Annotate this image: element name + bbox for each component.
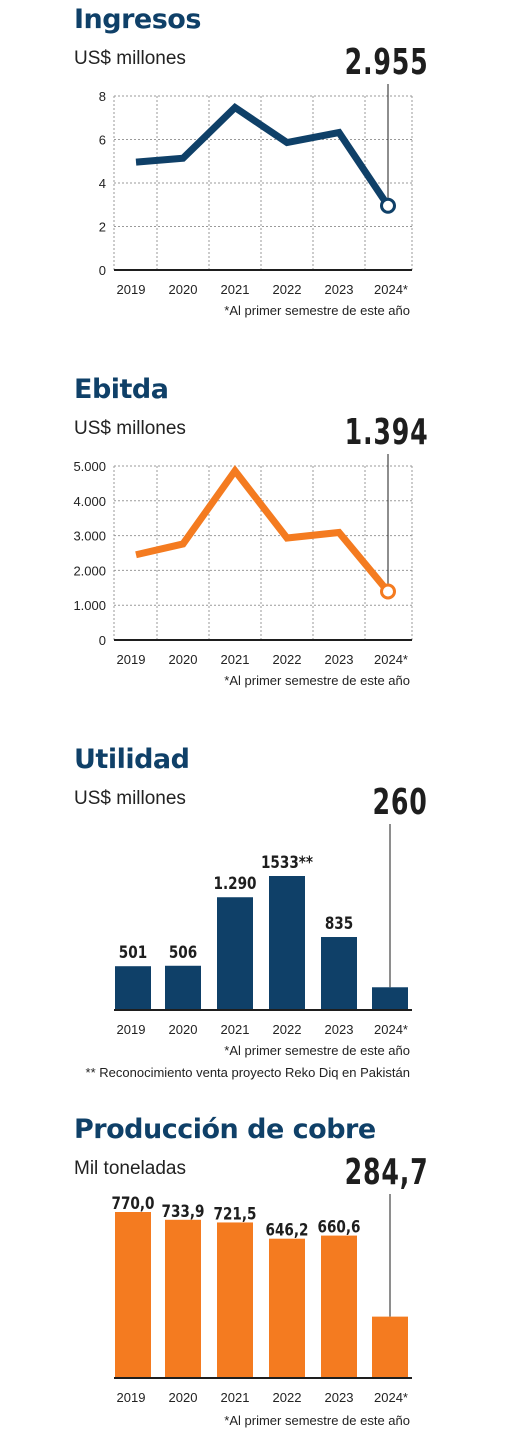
y-tick-label: 4 [99, 176, 106, 191]
bar [217, 1222, 253, 1378]
chart-title: Ingresos [74, 4, 201, 35]
bar [269, 876, 305, 1010]
series-line [135, 465, 391, 594]
x-tick-label: 2019 [117, 1022, 146, 1037]
x-tick-label: 2023 [325, 1390, 354, 1405]
x-tick-label: 2021 [221, 652, 250, 667]
bar [372, 987, 408, 1010]
bar [115, 966, 151, 1010]
y-tick-label: 2.000 [73, 563, 106, 578]
highlight-value: 284,7 [344, 1152, 428, 1193]
data-label: 1533** [261, 853, 313, 873]
x-tick-label: 2023 [325, 1022, 354, 1037]
bar [269, 1238, 305, 1378]
footnote: *Al primer semestre de este año [224, 1413, 410, 1428]
footnote: *Al primer semestre de este año [224, 1043, 410, 1058]
data-label: 835 [325, 914, 353, 934]
ebitda-line-chart: 0 1.000 2.000 3.000 4.000 5.000 2019 2020 2021 20… [73, 454, 413, 667]
data-label: 733,9 [162, 1201, 205, 1221]
x-tick-label: 2020 [169, 282, 198, 297]
y-tick-label: 3.000 [73, 529, 106, 544]
x-tick-label: 2022 [273, 652, 302, 667]
x-tick-label: 2020 [169, 652, 198, 667]
x-tick-label: 2020 [169, 1390, 198, 1405]
highlight-value: 260 [372, 782, 428, 823]
bar [372, 1316, 408, 1378]
x-tick-label: 2021 [221, 1390, 250, 1405]
x-tick-label: 2019 [117, 1390, 146, 1405]
y-tick-label: 1.000 [73, 598, 106, 613]
data-label: 660,6 [318, 1217, 361, 1237]
ebitda-panel: Ebitda US$ millones 1.394 0 1.000 2.000 3.0… [0, 374, 518, 704]
x-tick-label: 2023 [325, 282, 354, 297]
bar [115, 1212, 151, 1378]
ingresos-line-chart: 0 2 4 6 8 2019 2020 2021 2022 2023 2024* [99, 84, 413, 297]
y-tick-label: 4.000 [73, 494, 106, 509]
ingresos-panel: Ingresos US$ millones 2.955 0 2 4 6 8 2019 202… [0, 4, 518, 334]
x-tick-label: 2019 [117, 652, 146, 667]
y-tick-label: 0 [99, 633, 106, 648]
x-tick-label: 2024* [374, 652, 408, 667]
produccion-bar-chart: 770,0 733,9 721,5 646,2 660,6 2019 2020 2021 202… [112, 1194, 412, 1405]
bar [217, 897, 253, 1010]
chart-title: Ebitda [74, 374, 169, 405]
chart-unit: US$ millones [74, 788, 186, 809]
bar [165, 965, 201, 1010]
x-tick-label: 2022 [273, 1022, 302, 1037]
series-line [135, 103, 391, 208]
x-tick-label: 2022 [273, 1390, 302, 1405]
chart-unit: US$ millones [74, 48, 186, 69]
data-point-marker [380, 197, 396, 214]
x-tick-label: 2021 [221, 282, 250, 297]
y-tick-label: 8 [99, 89, 106, 104]
highlight-value: 1.394 [344, 412, 428, 453]
x-tick-label: 2024* [374, 282, 408, 297]
chart-unit: Mil toneladas [74, 1158, 186, 1179]
y-tick-label: 6 [99, 133, 106, 148]
x-tick-label: 2019 [117, 282, 146, 297]
footnote: *Al primer semestre de este año [224, 303, 410, 318]
x-tick-label: 2021 [221, 1022, 250, 1037]
data-label: 1.290 [214, 874, 257, 894]
chart-title: Utilidad [74, 744, 190, 775]
chart-unit: US$ millones [74, 418, 186, 439]
bar [165, 1219, 201, 1378]
y-tick-label: 2 [99, 220, 106, 235]
x-tick-label: 2022 [273, 282, 302, 297]
x-tick-label: 2024* [374, 1390, 408, 1405]
data-label: 501 [119, 943, 147, 963]
highlight-value: 2.955 [344, 42, 428, 83]
produccion-panel: Producción de cobre Mil toneladas 284,7 … [0, 1114, 518, 1440]
bar [321, 1235, 357, 1378]
chart-title: Producción de cobre [74, 1114, 376, 1145]
data-label: 721,5 [214, 1204, 257, 1224]
footnote: *Al primer semestre de este año [224, 673, 410, 688]
data-label: 646,2 [266, 1220, 309, 1240]
y-tick-label: 5.000 [73, 459, 106, 474]
x-tick-label: 2020 [169, 1022, 198, 1037]
bar [321, 937, 357, 1010]
y-tick-label: 0 [99, 263, 106, 278]
utilidad-panel: Utilidad US$ millones 260 501 506 1.290 153… [0, 744, 518, 1094]
footnote-2: ** Reconocimiento venta proyecto Reko Di… [85, 1065, 410, 1080]
data-label: 506 [169, 942, 197, 962]
x-tick-label: 2023 [325, 652, 354, 667]
data-label: 770,0 [112, 1194, 155, 1214]
data-point-marker [380, 583, 396, 600]
x-tick-label: 2024* [374, 1022, 408, 1037]
